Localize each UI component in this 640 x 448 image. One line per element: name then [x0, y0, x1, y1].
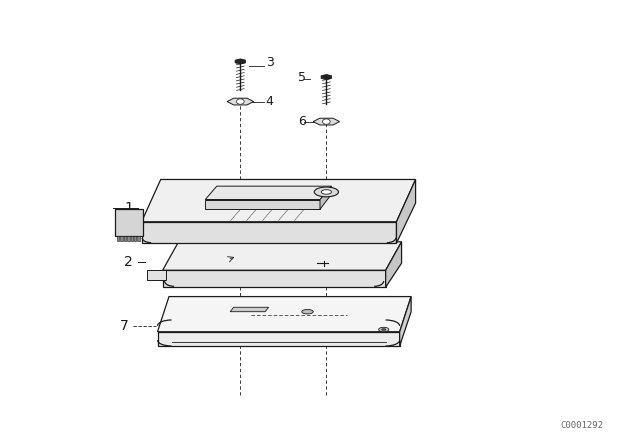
Ellipse shape — [321, 190, 332, 194]
Polygon shape — [399, 297, 411, 346]
Polygon shape — [141, 222, 396, 243]
Ellipse shape — [381, 329, 386, 331]
Polygon shape — [230, 307, 269, 312]
Polygon shape — [157, 332, 399, 346]
Polygon shape — [396, 180, 415, 243]
Text: C0001292: C0001292 — [561, 421, 604, 430]
Ellipse shape — [379, 327, 389, 332]
Ellipse shape — [302, 310, 313, 314]
Circle shape — [323, 119, 330, 124]
Polygon shape — [115, 209, 143, 236]
Polygon shape — [138, 236, 140, 241]
Polygon shape — [141, 180, 415, 222]
Polygon shape — [124, 236, 126, 241]
Text: 2: 2 — [124, 255, 133, 269]
Polygon shape — [205, 186, 332, 199]
Polygon shape — [163, 242, 401, 270]
Text: 4: 4 — [266, 95, 274, 108]
Polygon shape — [235, 59, 246, 64]
Polygon shape — [131, 236, 133, 241]
Text: 6: 6 — [298, 115, 306, 128]
Polygon shape — [116, 236, 119, 241]
Polygon shape — [147, 270, 166, 280]
Text: 7: 7 — [120, 319, 129, 333]
Polygon shape — [321, 74, 332, 80]
Polygon shape — [134, 236, 136, 241]
Polygon shape — [163, 270, 386, 287]
Polygon shape — [227, 98, 253, 105]
Polygon shape — [157, 297, 411, 332]
Polygon shape — [120, 236, 123, 241]
Polygon shape — [205, 199, 320, 209]
Ellipse shape — [314, 187, 339, 197]
Text: 3: 3 — [266, 56, 274, 69]
Polygon shape — [386, 242, 401, 287]
Text: 1: 1 — [124, 202, 133, 215]
Circle shape — [237, 99, 244, 104]
Text: 5: 5 — [298, 72, 306, 85]
Polygon shape — [127, 236, 129, 241]
Polygon shape — [320, 186, 332, 209]
Polygon shape — [313, 118, 340, 125]
